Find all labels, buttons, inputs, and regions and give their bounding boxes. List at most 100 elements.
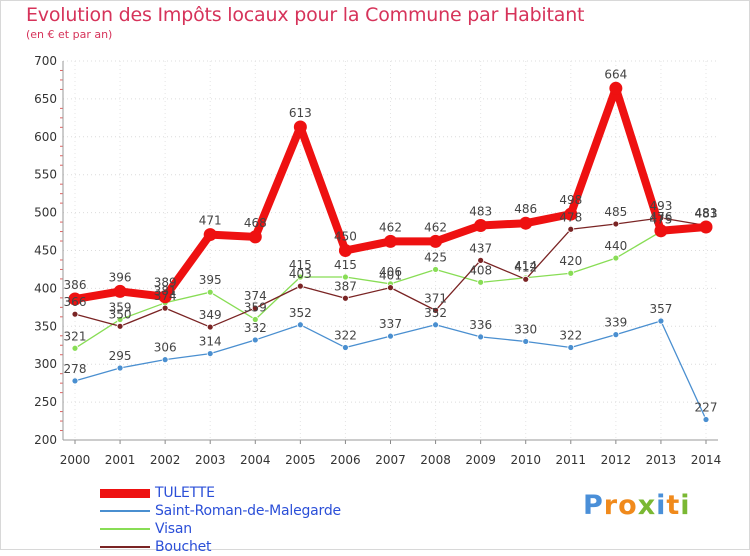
data-label: 462 bbox=[379, 220, 402, 234]
data-point bbox=[477, 333, 485, 341]
data-label: 486 bbox=[514, 202, 537, 216]
data-point bbox=[116, 322, 124, 330]
plot-area bbox=[63, 61, 718, 440]
chart-title: Evolution des Impôts locaux pour la Comm… bbox=[26, 4, 585, 26]
data-label: 450 bbox=[334, 230, 357, 244]
logo-letter: i bbox=[656, 490, 667, 521]
data-label: 349 bbox=[199, 308, 222, 322]
data-point bbox=[519, 216, 533, 230]
data-label: 295 bbox=[109, 349, 132, 363]
data-label: 387 bbox=[334, 279, 357, 293]
data-label: 386 bbox=[64, 278, 87, 292]
data-point bbox=[387, 284, 394, 292]
x-tick-label: 2007 bbox=[375, 453, 406, 467]
legend-swatch bbox=[100, 510, 150, 512]
data-point bbox=[522, 338, 530, 345]
data-label: 420 bbox=[559, 254, 582, 268]
data-label: 278 bbox=[64, 362, 87, 376]
data-point bbox=[342, 344, 349, 351]
legend-item: Bouchet bbox=[100, 538, 341, 556]
y-tick-label: 700 bbox=[34, 54, 57, 68]
y-tick-label: 350 bbox=[34, 319, 57, 333]
y-tick-label: 550 bbox=[34, 168, 57, 182]
data-label: 485 bbox=[604, 205, 627, 219]
logo-letter: t bbox=[666, 490, 681, 521]
x-tick-label: 2008 bbox=[420, 453, 451, 467]
x-tick-label: 2003 bbox=[195, 453, 226, 467]
data-label: 371 bbox=[424, 291, 447, 305]
x-tick-label: 2005 bbox=[285, 453, 316, 467]
y-tick-label: 600 bbox=[34, 130, 57, 144]
y-tick-label: 200 bbox=[34, 433, 57, 447]
data-point bbox=[161, 304, 169, 312]
legend-swatch bbox=[100, 546, 150, 548]
data-point bbox=[702, 416, 710, 423]
data-label: 483 bbox=[695, 206, 718, 220]
data-label: 332 bbox=[244, 321, 267, 335]
legend-item: Visan bbox=[100, 520, 341, 538]
data-label: 412 bbox=[514, 260, 537, 274]
data-label: 475 bbox=[649, 213, 672, 227]
x-tick-label: 2001 bbox=[105, 453, 136, 467]
legend-label: Bouchet bbox=[155, 539, 212, 555]
data-label: 403 bbox=[289, 267, 312, 281]
data-label: 366 bbox=[64, 295, 87, 309]
data-labels: 278 295 306 314 332 352 322 337 352 336 330 322 339 3… bbox=[64, 67, 718, 414]
data-point bbox=[251, 336, 259, 344]
data-label: 471 bbox=[199, 214, 222, 228]
data-point bbox=[699, 220, 713, 234]
data-label: 406 bbox=[379, 265, 402, 279]
legend-item: TULETTE bbox=[100, 484, 341, 502]
data-label: 483 bbox=[695, 206, 718, 220]
data-label: 478 bbox=[559, 210, 582, 224]
legend-label: TULETTE bbox=[155, 485, 215, 501]
x-tick-label: 2004 bbox=[240, 453, 271, 467]
data-point bbox=[251, 304, 259, 312]
legend-label: Visan bbox=[155, 521, 192, 537]
data-point bbox=[474, 218, 488, 232]
data-label: 359 bbox=[244, 300, 267, 314]
data-label: 337 bbox=[379, 317, 402, 331]
data-label: 396 bbox=[109, 270, 132, 284]
data-label: 440 bbox=[604, 239, 627, 253]
line-chart: 200 250 300 350 400 450 500 550 600 650 700 2000 200… bbox=[34, 54, 721, 467]
data-point bbox=[384, 234, 397, 248]
data-point bbox=[477, 278, 485, 286]
data-point bbox=[387, 332, 394, 340]
data-point bbox=[68, 292, 82, 306]
x-tick-label: 2002 bbox=[150, 453, 181, 467]
data-label: 498 bbox=[559, 193, 582, 207]
legend-item: Saint-Roman-de-Malegarde bbox=[100, 502, 341, 520]
data-label: 395 bbox=[199, 273, 222, 287]
data-point bbox=[116, 364, 124, 372]
data-point bbox=[564, 207, 578, 221]
legend-swatch bbox=[100, 488, 150, 498]
data-point bbox=[338, 244, 352, 257]
data-point bbox=[71, 310, 79, 318]
logo-letter: r bbox=[603, 490, 619, 521]
data-label: 415 bbox=[334, 258, 357, 272]
data-label: 437 bbox=[469, 241, 492, 255]
logo-letter: P bbox=[583, 490, 604, 521]
data-point bbox=[657, 317, 665, 325]
axes: 200 250 300 350 400 450 500 550 600 650 700 2000 200… bbox=[34, 54, 721, 467]
data-label: 330 bbox=[514, 322, 537, 336]
logo-letter: x bbox=[637, 490, 657, 521]
data-label: 462 bbox=[424, 220, 447, 234]
y-tick-label: 500 bbox=[34, 206, 57, 220]
data-point bbox=[612, 331, 620, 339]
data-point bbox=[342, 273, 349, 281]
data-point bbox=[522, 275, 530, 283]
data-label: 425 bbox=[424, 250, 447, 264]
data-point bbox=[477, 256, 485, 264]
data-point bbox=[206, 323, 214, 331]
legend: TULETTE Saint-Roman-de-Malegarde Visan Bouc… bbox=[100, 484, 341, 556]
data-point bbox=[206, 350, 214, 357]
data-point bbox=[203, 228, 217, 242]
data-point bbox=[293, 120, 307, 134]
data-label: 401 bbox=[379, 269, 402, 283]
data-point bbox=[432, 266, 439, 273]
data-label: 314 bbox=[199, 335, 222, 349]
data-label: 339 bbox=[604, 316, 627, 330]
legend-label: Saint-Roman-de-Malegarde bbox=[155, 503, 341, 519]
